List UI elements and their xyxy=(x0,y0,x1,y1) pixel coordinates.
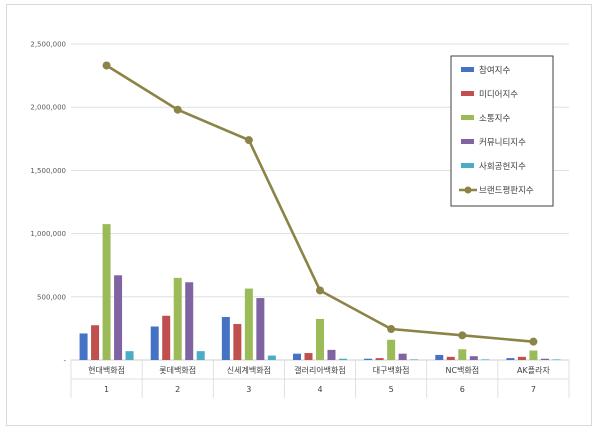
bar xyxy=(196,351,205,360)
bar xyxy=(79,333,88,360)
legend-marker xyxy=(464,186,472,194)
bar xyxy=(529,350,538,360)
bar xyxy=(387,339,396,360)
line-point xyxy=(102,61,111,70)
bar xyxy=(91,325,100,360)
bar xyxy=(458,349,467,360)
legend-swatch xyxy=(461,115,474,120)
x-tick-label: 대구백화점 xyxy=(373,365,410,375)
bar xyxy=(304,353,313,360)
bar xyxy=(293,353,301,360)
line-point xyxy=(316,286,324,295)
bar xyxy=(150,326,159,360)
x-rank-label: 7 xyxy=(531,385,536,394)
x-rank-label: 2 xyxy=(175,385,180,394)
legend-box xyxy=(450,55,554,207)
legend-label: 소통지수 xyxy=(479,114,510,124)
bar xyxy=(316,318,324,360)
legend-swatch xyxy=(461,67,474,72)
bar xyxy=(517,356,526,360)
x-rank-label: 3 xyxy=(246,385,251,394)
legend-label: 커뮤니티지수 xyxy=(479,137,526,148)
bar xyxy=(162,315,171,360)
x-tick-label: 롯데백화점 xyxy=(159,365,196,375)
bar xyxy=(398,353,407,360)
bar xyxy=(375,358,384,360)
x-tick-label: 갤러리아백화점 xyxy=(294,365,346,375)
x-rank-label: 1 xyxy=(104,385,109,394)
bar xyxy=(552,359,561,360)
bar xyxy=(102,224,111,360)
legend-label: 참여지수 xyxy=(479,65,510,76)
legend-swatch xyxy=(461,91,474,96)
bar xyxy=(125,351,134,360)
bar xyxy=(173,277,182,360)
bar xyxy=(233,323,242,360)
legend-label: 브랜드평판지수 xyxy=(479,185,534,196)
bar xyxy=(244,288,253,360)
legend-label: 사회공헌지수 xyxy=(479,162,526,172)
bar xyxy=(506,358,515,360)
bar xyxy=(339,358,347,360)
bar xyxy=(267,355,276,360)
bar xyxy=(446,356,455,360)
bar xyxy=(256,298,265,360)
line-point xyxy=(244,136,253,145)
line-point xyxy=(173,105,182,114)
bar xyxy=(469,356,478,360)
legend-label: 미디어지수 xyxy=(479,89,518,100)
y-tick-label: 2,000,000 xyxy=(30,104,66,112)
bar xyxy=(364,358,373,360)
brand-reputation-chart: - 500,000 1,000,000 1,500,000 2,000,000 2,500… xyxy=(30,41,570,398)
bar xyxy=(540,358,549,360)
bar xyxy=(410,359,419,360)
bar xyxy=(114,275,123,360)
y-tick-label: 1,000,000 xyxy=(30,230,66,238)
legend-swatch xyxy=(461,163,474,168)
x-tick-label: 현대백화점 xyxy=(88,365,125,375)
x-rank-label: 5 xyxy=(389,385,394,394)
y-tick-label: 1,500,000 xyxy=(30,167,66,175)
x-tick-label: NC백화점 xyxy=(445,365,479,375)
bar xyxy=(221,317,230,360)
line-point xyxy=(458,331,467,340)
x-rank-label: 4 xyxy=(317,385,322,394)
x-rank-label: 6 xyxy=(460,385,465,394)
bar xyxy=(185,282,194,360)
y-tick-label: 500,000 xyxy=(37,293,66,301)
x-tick-label: 신세계백화점 xyxy=(227,365,271,375)
bar xyxy=(435,354,444,360)
x-tick-label: AK플라자 xyxy=(517,366,550,375)
line-point xyxy=(529,337,538,346)
bar xyxy=(481,359,490,360)
chart-frame: - 500,000 1,000,000 1,500,000 2,000,000 2,500… xyxy=(6,4,592,426)
bar xyxy=(327,349,336,360)
line-point xyxy=(387,325,396,334)
y-tick-label: - xyxy=(63,357,66,365)
y-tick-label: 2,500,000 xyxy=(30,41,66,49)
legend-swatch xyxy=(461,139,474,144)
